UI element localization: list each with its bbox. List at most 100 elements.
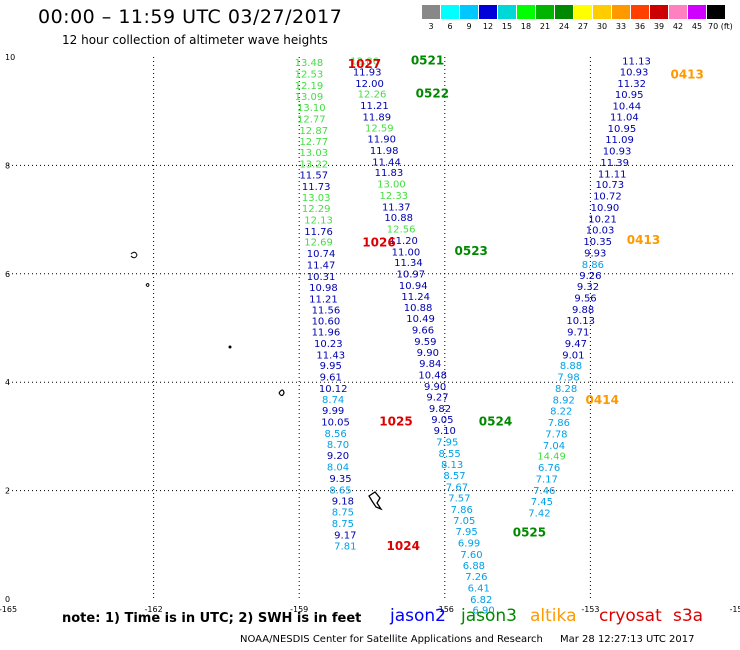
wave-height-value: 10.73 xyxy=(595,180,624,191)
pass-time-label: 0413 xyxy=(627,233,660,247)
wave-height-value: 11.44 xyxy=(372,157,401,168)
wave-height-value: 10.05 xyxy=(321,418,350,429)
wave-height-value: 11.73 xyxy=(302,182,331,193)
legend-swatch xyxy=(669,5,687,19)
wave-height-value: 9.35 xyxy=(329,474,351,485)
wave-height-value: 8.13 xyxy=(441,460,463,471)
satellite-name: jason3 xyxy=(461,606,517,626)
wave-height-value: 7.05 xyxy=(453,516,475,527)
x-tick-label: -15 xyxy=(729,605,740,614)
legend-label: 9 xyxy=(466,22,472,31)
wave-height-value: 9.99 xyxy=(322,406,344,417)
wave-height-value: 11.20 xyxy=(389,236,418,247)
legend-label: 42 xyxy=(672,22,684,31)
wave-height-value: 9.17 xyxy=(334,530,356,541)
y-tick-label: 8 xyxy=(5,161,10,170)
wave-height-value: 11.00 xyxy=(392,247,421,258)
wave-height-value: 10.97 xyxy=(397,270,426,281)
wave-height-value: 9.90 xyxy=(424,382,446,393)
wave-height-value: 8.92 xyxy=(553,395,575,406)
wave-height-value: 7.95 xyxy=(436,438,458,449)
wave-height-value: 9.88 xyxy=(572,305,594,316)
wave-height-value: 10.90 xyxy=(591,203,620,214)
legend-swatch xyxy=(460,5,478,19)
y-tick-label: 2 xyxy=(5,487,10,496)
wave-height-value: 10.95 xyxy=(608,124,637,135)
wave-height-value: 11.93 xyxy=(353,67,382,78)
wave-height-value: 14.49 xyxy=(537,452,566,463)
pass-time-label: 1027 xyxy=(348,57,381,71)
wave-height-value: 8.75 xyxy=(332,519,354,530)
x-tick-label: -153 xyxy=(581,605,599,614)
wave-height-value: 12.00 xyxy=(355,79,384,90)
wave-height-value: 11.89 xyxy=(363,112,392,123)
wave-height-value: 9.27 xyxy=(426,393,448,404)
wave-height-value: 9.10 xyxy=(434,426,456,437)
wave-height-value: 7.86 xyxy=(451,505,473,516)
wave-height-value: 10.60 xyxy=(312,317,341,328)
wave-height-value: 10.13 xyxy=(566,316,595,327)
wave-height-value: 10.23 xyxy=(314,339,343,350)
wave-height-value: 7.95 xyxy=(456,527,478,538)
wave-height-value: 10.94 xyxy=(399,281,428,292)
y-tick-label: 6 xyxy=(5,270,10,279)
legend-label: 15 xyxy=(501,22,513,31)
legend-swatch xyxy=(574,5,592,19)
island-outline xyxy=(278,389,285,397)
wave-height-value: 10.74 xyxy=(307,249,336,260)
wave-height-value: 8.86 xyxy=(582,260,604,271)
wave-height-value: 6.88 xyxy=(463,561,485,572)
wave-height-value: 11.13 xyxy=(622,57,651,68)
wave-height-value: 8.70 xyxy=(327,440,349,451)
wave-height-value: 9.26 xyxy=(579,271,601,282)
wave-height-value: 12.69 xyxy=(304,238,333,249)
wave-height-value: 9.82 xyxy=(429,404,451,415)
wave-height-value: 11.90 xyxy=(367,135,396,146)
wave-height-value: 9.90 xyxy=(417,348,439,359)
legend-swatch xyxy=(498,5,516,19)
wave-height-value: 9.56 xyxy=(574,293,596,304)
wave-height-value: 8.88 xyxy=(560,361,582,372)
wave-height-value: 8.75 xyxy=(332,508,354,519)
wave-height-value: 12.56 xyxy=(387,225,416,236)
wave-height-value: 13.48 xyxy=(295,58,324,69)
legend-swatch xyxy=(612,5,630,19)
wave-height-value: 13.03 xyxy=(299,148,328,159)
wave-height-value: 8.22 xyxy=(550,407,572,418)
wave-height-value: 11.57 xyxy=(299,170,328,181)
footer-note: note: 1) Time is in UTC; 2) SWH is in fe… xyxy=(62,611,362,626)
legend-swatch xyxy=(631,5,649,19)
y-tick-label: 10 xyxy=(5,53,15,62)
island-outline xyxy=(145,283,150,287)
wave-height-value: 7.45 xyxy=(531,497,553,508)
legend-swatch xyxy=(479,5,497,19)
wave-height-value: 10.72 xyxy=(593,192,622,203)
wave-height-value: 10.93 xyxy=(603,147,632,158)
legend-label: 21 xyxy=(539,22,551,31)
wave-height-value: 11.39 xyxy=(600,158,629,169)
wave-height-value: 13.09 xyxy=(295,92,324,103)
y-tick-label: 0 xyxy=(5,595,10,604)
x-tick-label: -162 xyxy=(145,605,163,614)
wave-height-value: 8.74 xyxy=(322,395,344,406)
wave-height-value: 8.28 xyxy=(555,384,577,395)
wave-height-value: 11.56 xyxy=(312,305,341,316)
wave-height-value: 8.57 xyxy=(443,471,465,482)
legend-label: 36 xyxy=(634,22,646,31)
wave-height-value: 8.04 xyxy=(327,463,349,474)
wave-height-value: 10.93 xyxy=(620,67,649,78)
wave-height-value: 9.66 xyxy=(412,325,434,336)
wave-height-value: 6.99 xyxy=(458,538,480,549)
wave-height-value: 6.41 xyxy=(468,583,490,594)
wave-height-value: 10.21 xyxy=(588,214,617,225)
wave-height-value: 12.77 xyxy=(297,115,326,126)
island-outline xyxy=(368,491,383,511)
legend-swatch xyxy=(688,5,706,19)
wave-height-value: 11.34 xyxy=(394,258,423,269)
legend-swatch xyxy=(650,5,668,19)
wave-height-value: 7.04 xyxy=(543,441,565,452)
satellite-name: altika xyxy=(530,606,577,626)
page-title: 00:00 – 11:59 UTC 03/27/2017 xyxy=(38,6,343,28)
wave-height-value: 11.96 xyxy=(312,328,341,339)
wave-height-value: 12.77 xyxy=(299,137,328,148)
